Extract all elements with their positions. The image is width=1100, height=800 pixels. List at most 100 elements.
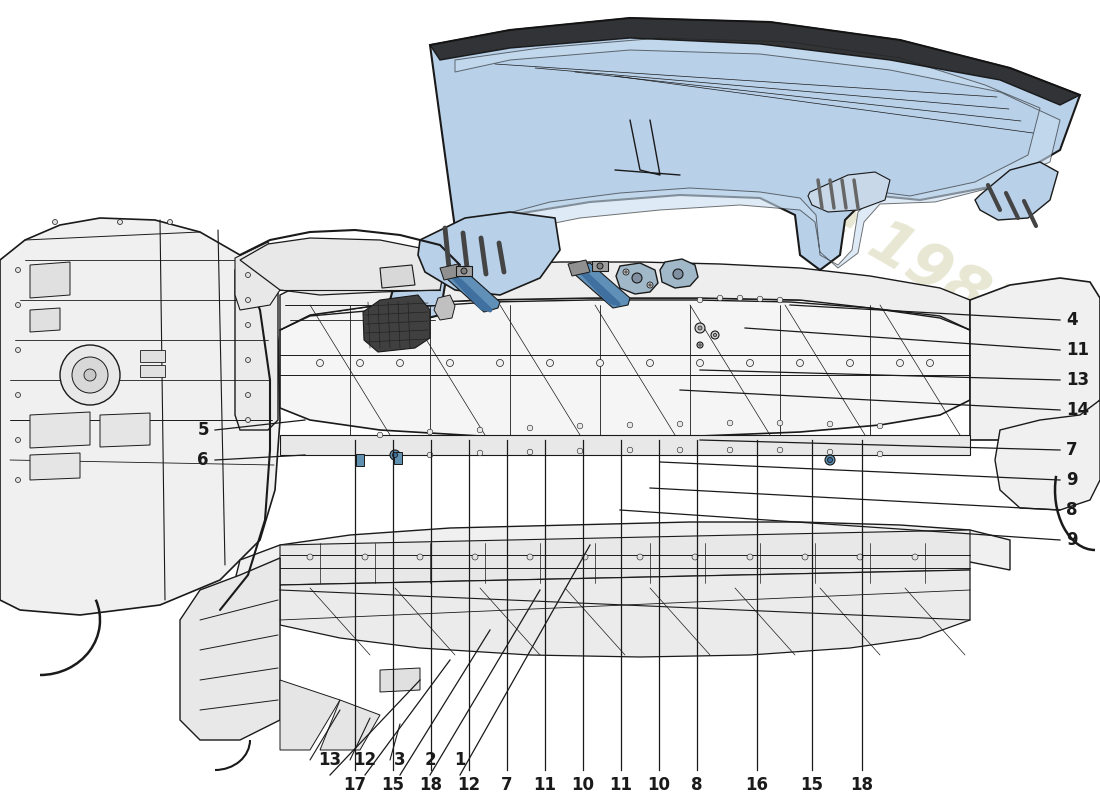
Polygon shape bbox=[140, 350, 165, 362]
Text: 5: 5 bbox=[198, 421, 209, 439]
Polygon shape bbox=[30, 308, 60, 332]
Text: 4: 4 bbox=[1066, 311, 1078, 329]
Text: 11: 11 bbox=[1066, 341, 1089, 359]
Circle shape bbox=[877, 451, 883, 457]
Text: 15: 15 bbox=[801, 776, 824, 794]
Circle shape bbox=[393, 453, 397, 458]
Polygon shape bbox=[235, 522, 1010, 592]
Polygon shape bbox=[356, 454, 364, 466]
Polygon shape bbox=[30, 412, 90, 448]
Circle shape bbox=[627, 422, 632, 428]
Polygon shape bbox=[975, 162, 1058, 220]
Text: 7: 7 bbox=[1066, 441, 1078, 459]
Circle shape bbox=[15, 347, 21, 353]
Circle shape bbox=[15, 267, 21, 273]
Circle shape bbox=[307, 554, 314, 560]
Circle shape bbox=[15, 393, 21, 398]
Polygon shape bbox=[390, 18, 1080, 320]
Circle shape bbox=[896, 359, 903, 366]
Circle shape bbox=[582, 554, 588, 560]
Polygon shape bbox=[30, 262, 70, 298]
Circle shape bbox=[678, 447, 683, 453]
Text: 9: 9 bbox=[1066, 531, 1078, 549]
Polygon shape bbox=[363, 295, 430, 352]
Polygon shape bbox=[280, 530, 970, 585]
Polygon shape bbox=[379, 668, 420, 692]
Text: 17: 17 bbox=[343, 776, 366, 794]
Circle shape bbox=[727, 447, 733, 453]
Circle shape bbox=[477, 427, 483, 433]
Text: 18: 18 bbox=[419, 776, 442, 794]
Polygon shape bbox=[180, 558, 280, 740]
Polygon shape bbox=[446, 268, 501, 312]
Text: 18: 18 bbox=[850, 776, 873, 794]
Circle shape bbox=[647, 359, 653, 366]
Polygon shape bbox=[235, 242, 280, 310]
Circle shape bbox=[778, 297, 783, 302]
Circle shape bbox=[727, 420, 733, 426]
Circle shape bbox=[802, 554, 808, 560]
Text: 11: 11 bbox=[609, 776, 632, 794]
Circle shape bbox=[627, 447, 632, 453]
Circle shape bbox=[632, 273, 642, 283]
Circle shape bbox=[245, 393, 251, 398]
Polygon shape bbox=[280, 435, 970, 455]
Circle shape bbox=[796, 359, 803, 366]
Circle shape bbox=[477, 450, 483, 456]
Circle shape bbox=[912, 554, 918, 560]
Circle shape bbox=[547, 359, 553, 366]
Circle shape bbox=[827, 458, 833, 462]
Polygon shape bbox=[970, 278, 1100, 440]
Circle shape bbox=[637, 554, 644, 560]
Circle shape bbox=[597, 263, 603, 269]
Text: 15: 15 bbox=[382, 776, 405, 794]
Circle shape bbox=[698, 326, 702, 330]
Circle shape bbox=[649, 284, 651, 286]
Circle shape bbox=[15, 478, 21, 482]
Circle shape bbox=[317, 359, 323, 366]
Circle shape bbox=[427, 452, 432, 458]
Circle shape bbox=[461, 268, 468, 274]
Polygon shape bbox=[320, 700, 379, 750]
Polygon shape bbox=[235, 248, 278, 430]
Polygon shape bbox=[280, 680, 340, 750]
Polygon shape bbox=[568, 260, 590, 276]
Circle shape bbox=[747, 359, 754, 366]
Circle shape bbox=[527, 554, 534, 560]
Polygon shape bbox=[996, 400, 1100, 510]
Circle shape bbox=[245, 298, 251, 302]
Circle shape bbox=[697, 342, 703, 348]
Circle shape bbox=[696, 359, 704, 366]
Circle shape bbox=[72, 357, 108, 393]
Polygon shape bbox=[240, 238, 446, 295]
Circle shape bbox=[527, 426, 532, 430]
Text: 8: 8 bbox=[691, 776, 703, 794]
Circle shape bbox=[647, 282, 653, 288]
Polygon shape bbox=[30, 453, 80, 480]
Circle shape bbox=[737, 295, 742, 301]
Text: 7: 7 bbox=[502, 776, 513, 794]
Text: 12: 12 bbox=[353, 751, 376, 769]
Circle shape bbox=[60, 345, 120, 405]
Circle shape bbox=[167, 219, 173, 225]
Circle shape bbox=[15, 438, 21, 442]
Polygon shape bbox=[430, 18, 1080, 105]
Circle shape bbox=[472, 554, 478, 560]
Polygon shape bbox=[808, 172, 890, 212]
Circle shape bbox=[356, 359, 363, 366]
Polygon shape bbox=[100, 413, 150, 447]
Circle shape bbox=[53, 219, 57, 225]
Circle shape bbox=[15, 302, 21, 307]
Circle shape bbox=[427, 429, 432, 435]
Polygon shape bbox=[592, 261, 608, 271]
Text: 1: 1 bbox=[454, 751, 465, 769]
Polygon shape bbox=[616, 263, 658, 294]
Text: 2: 2 bbox=[425, 751, 436, 769]
Circle shape bbox=[245, 418, 251, 422]
Circle shape bbox=[447, 359, 453, 366]
Circle shape bbox=[377, 432, 383, 438]
Circle shape bbox=[578, 423, 583, 429]
Circle shape bbox=[778, 420, 783, 426]
Text: 8: 8 bbox=[1066, 501, 1078, 519]
Polygon shape bbox=[456, 266, 472, 276]
